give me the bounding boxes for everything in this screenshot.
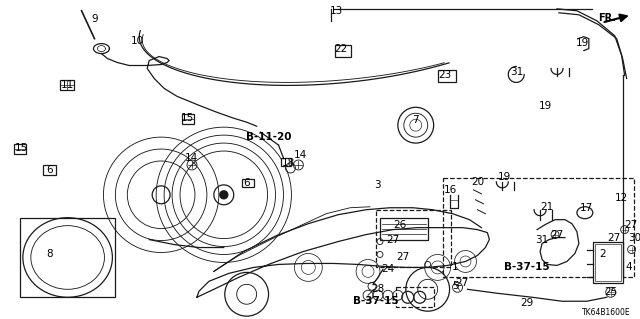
Text: 28: 28 xyxy=(371,284,385,294)
Text: 27: 27 xyxy=(607,233,620,242)
Text: 27: 27 xyxy=(624,220,637,230)
Text: B-11-20: B-11-20 xyxy=(246,132,291,142)
Text: 19: 19 xyxy=(576,38,589,48)
Text: 4: 4 xyxy=(625,263,632,272)
Text: 27: 27 xyxy=(550,230,564,240)
Text: 8: 8 xyxy=(47,249,53,259)
Text: 17: 17 xyxy=(580,203,593,213)
Text: 25: 25 xyxy=(604,287,618,297)
Text: 24: 24 xyxy=(381,264,394,274)
FancyBboxPatch shape xyxy=(182,114,194,124)
Circle shape xyxy=(220,191,228,199)
Text: 10: 10 xyxy=(131,36,144,46)
Text: 11: 11 xyxy=(61,80,74,90)
Text: 16: 16 xyxy=(444,185,457,195)
FancyBboxPatch shape xyxy=(60,80,74,90)
Text: 27: 27 xyxy=(387,234,399,245)
Text: 27: 27 xyxy=(455,278,468,288)
Text: 31: 31 xyxy=(536,234,548,245)
Text: B-37-15: B-37-15 xyxy=(353,296,399,306)
FancyBboxPatch shape xyxy=(43,165,56,175)
Text: 29: 29 xyxy=(520,298,534,308)
FancyBboxPatch shape xyxy=(14,144,26,154)
Text: 2: 2 xyxy=(600,249,606,259)
Text: 23: 23 xyxy=(438,70,451,80)
FancyBboxPatch shape xyxy=(438,70,456,82)
Text: 19: 19 xyxy=(538,101,552,111)
Text: 6: 6 xyxy=(243,178,250,188)
Text: 18: 18 xyxy=(282,158,295,168)
Text: 21: 21 xyxy=(540,202,554,212)
FancyBboxPatch shape xyxy=(242,179,253,187)
Text: B-37-15: B-37-15 xyxy=(504,263,550,272)
Text: 30: 30 xyxy=(628,233,640,242)
Text: 15: 15 xyxy=(180,113,194,123)
Text: TK64B1600E: TK64B1600E xyxy=(582,308,631,317)
Text: 12: 12 xyxy=(615,193,628,203)
Text: 13: 13 xyxy=(330,6,343,16)
FancyBboxPatch shape xyxy=(595,243,621,281)
FancyBboxPatch shape xyxy=(593,241,623,283)
Text: 14: 14 xyxy=(184,153,198,163)
FancyBboxPatch shape xyxy=(282,158,291,166)
Text: 1: 1 xyxy=(452,263,459,272)
Text: 6: 6 xyxy=(47,165,53,175)
Text: 15: 15 xyxy=(15,143,29,153)
FancyBboxPatch shape xyxy=(335,45,351,56)
Text: 20: 20 xyxy=(471,177,484,187)
Text: 14: 14 xyxy=(294,150,307,160)
Text: 19: 19 xyxy=(498,172,511,182)
Text: FR.: FR. xyxy=(598,13,616,23)
Text: 27: 27 xyxy=(396,252,410,263)
Text: 22: 22 xyxy=(335,44,348,54)
Text: 9: 9 xyxy=(91,14,98,24)
Text: 26: 26 xyxy=(393,220,406,230)
Text: 3: 3 xyxy=(374,180,381,190)
Text: 31: 31 xyxy=(511,67,524,78)
Text: 5: 5 xyxy=(452,281,459,291)
Text: 7: 7 xyxy=(412,115,419,125)
FancyBboxPatch shape xyxy=(380,218,428,240)
